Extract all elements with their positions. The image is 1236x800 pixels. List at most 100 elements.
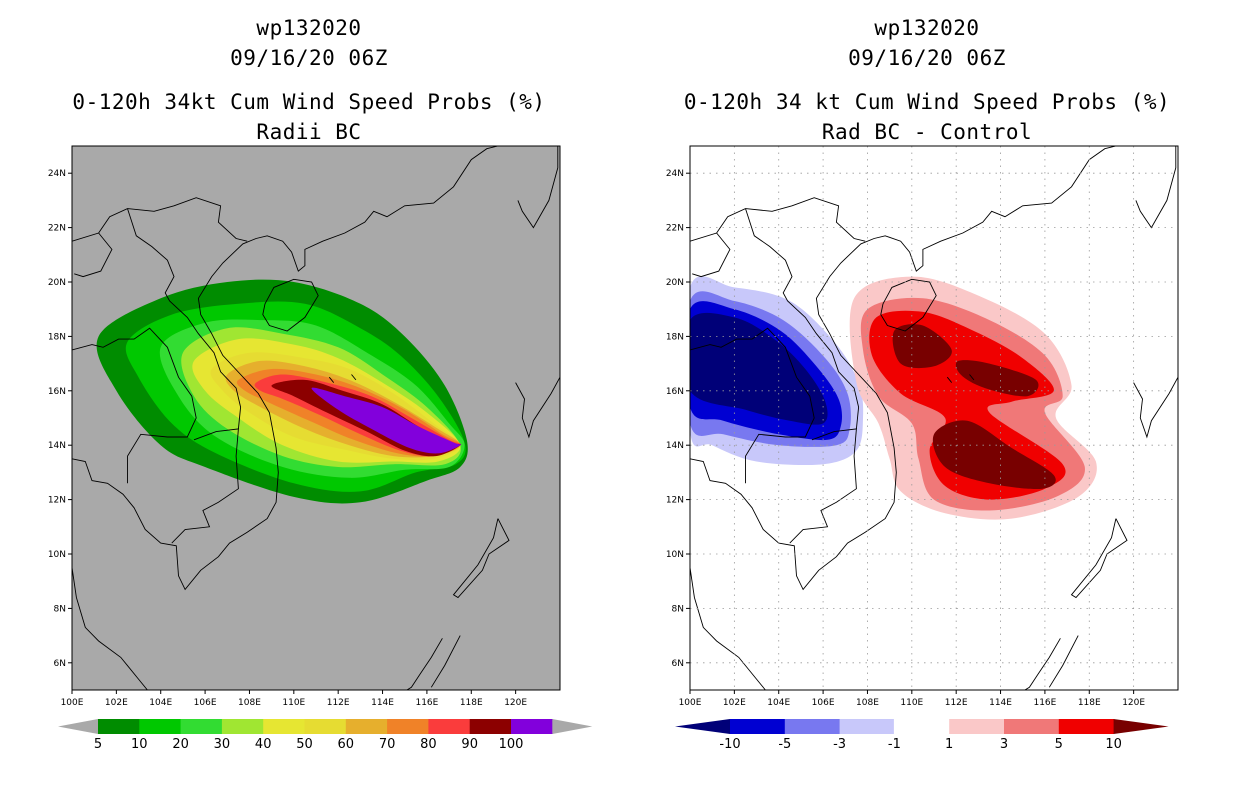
coastline-5 xyxy=(515,376,560,439)
colorbar-swatch xyxy=(263,719,305,734)
colorbar-swatch xyxy=(511,719,553,734)
left-panel: wp132020 09/16/20 06Z 0-120h 34kt Cum Wi… xyxy=(48,16,593,752)
lat-tick-label: 6N xyxy=(672,659,684,669)
colorbar-swatch xyxy=(730,719,786,734)
colorbar-swatch xyxy=(949,719,1005,734)
lat-tick-label: 12N xyxy=(48,496,66,506)
lon-tick-label: 104E xyxy=(767,698,790,708)
coastlines xyxy=(72,146,560,690)
lat-tick-label: 20N xyxy=(48,278,66,288)
lat-tick-label: 18N xyxy=(48,332,66,342)
storm-id: wp132020 xyxy=(256,16,362,40)
colorbar-swatch xyxy=(839,719,895,734)
coastline-4 xyxy=(452,518,510,599)
lon-tick-label: 116E xyxy=(415,698,438,708)
lon-tick-label: 114E xyxy=(989,698,1012,708)
colorbar-swatch xyxy=(139,719,182,734)
lat-tick-label: 10N xyxy=(666,550,684,560)
colorbar-label: 70 xyxy=(379,737,396,752)
lat-tick-label: 24N xyxy=(48,169,66,179)
lon-tick-label: 116E xyxy=(1033,698,1056,708)
colorbar-label: 80 xyxy=(420,737,437,752)
lon-tick-label: 104E xyxy=(149,698,172,708)
lat-tick-label: 8N xyxy=(672,604,684,614)
lon-tick-label: 102E xyxy=(723,698,746,708)
lon-tick-label: 108E xyxy=(238,698,261,708)
lon-tick-label: 118E xyxy=(460,698,483,708)
lat-tick-label: 20N xyxy=(666,278,684,288)
colorbar-label: -10 xyxy=(719,737,740,752)
colorbar-label: 40 xyxy=(255,737,272,752)
colorbar-label: 100 xyxy=(499,737,524,752)
diff-region-7 xyxy=(892,324,952,369)
colorbar-label: 60 xyxy=(338,737,355,752)
lon-tick-label: 100E xyxy=(679,698,702,708)
border-4 xyxy=(789,428,857,544)
coastline-1 xyxy=(690,146,1117,591)
colorbar: 5 10 20 30 40 50 60 70 80 90 100 xyxy=(58,719,593,752)
lat-tick-label: 22N xyxy=(48,224,66,234)
colorbar-over-arrow xyxy=(552,719,593,734)
storm-id: wp132020 xyxy=(874,16,980,40)
colorbar-label: -5 xyxy=(778,737,791,752)
datetime: 09/16/20 06Z xyxy=(848,46,1006,70)
map-frame xyxy=(689,145,1179,691)
chart-subtitle: Radii BC xyxy=(256,120,362,144)
colorbar-under-arrow xyxy=(58,719,98,734)
border-0 xyxy=(72,197,248,242)
colorbar-label: 5 xyxy=(1055,737,1063,752)
coastline-0 xyxy=(690,567,766,690)
lon-tick-label: 100E xyxy=(61,698,84,708)
coastline-6 xyxy=(406,638,443,690)
colorbar-label: 20 xyxy=(172,737,189,752)
colorbar-label: 30 xyxy=(214,737,231,752)
colorbar-label: 90 xyxy=(461,737,478,752)
border-5 xyxy=(1048,635,1079,688)
colorbar-swatch xyxy=(221,719,264,734)
border-1 xyxy=(74,232,113,278)
lon-tick-label: 112E xyxy=(945,698,968,708)
coastline-4 xyxy=(1070,518,1128,599)
lon-tick-label: 110E xyxy=(900,698,923,708)
colorbar-label: 1 xyxy=(945,737,953,752)
colorbar-swatch xyxy=(180,719,223,734)
lat-tick-label: 16N xyxy=(666,387,684,397)
lat-tick-label: 6N xyxy=(54,659,66,669)
border-3 xyxy=(690,327,815,484)
colorbar-swatch xyxy=(784,719,841,734)
colorbar: -10 -5 -3 -1 1 3 5 10 xyxy=(675,718,1169,752)
right-panel: wp132020 09/16/20 06Z 0-120h 34 kt Cum W… xyxy=(618,0,1236,800)
lon-tick-label: 112E xyxy=(327,698,350,708)
lat-tick-label: 10N xyxy=(48,550,66,560)
colorbar-swatch xyxy=(345,719,388,734)
lat-tick-label: 18N xyxy=(666,332,684,342)
difference-map: 100E 102E 104E 106E 108E 110E 112E 114E 116E 118E… xyxy=(666,145,1179,752)
diff-region-9 xyxy=(932,420,1056,490)
lon-tick-label: 108E xyxy=(856,698,879,708)
colorbar-swatch xyxy=(428,719,471,734)
coastline-7 xyxy=(969,374,975,381)
coastlines xyxy=(690,146,1178,690)
coastline-1 xyxy=(72,146,499,591)
border-5 xyxy=(430,635,461,688)
colorbar-swatch xyxy=(469,719,512,734)
chart-title: 0-120h 34 kt Cum Wind Speed Probs (%) xyxy=(683,90,1171,114)
colorbar-label: 10 xyxy=(131,737,148,752)
colorbar-under-arrow xyxy=(675,719,730,734)
border-3 xyxy=(72,327,197,484)
coastline-0 xyxy=(72,567,148,690)
coastline-6 xyxy=(1024,638,1061,690)
colorbar-swatch xyxy=(98,719,140,734)
colorbar-label: 50 xyxy=(296,737,313,752)
border-1 xyxy=(692,232,731,278)
coastline-2 xyxy=(262,278,319,332)
lat-tick-label: 12N xyxy=(666,496,684,506)
lon-tick-label: 120E xyxy=(504,698,527,708)
coastline-3 xyxy=(517,146,559,229)
lon-tick-label: 102E xyxy=(105,698,128,708)
diff-region-3 xyxy=(690,312,828,425)
lon-tick-label: 110E xyxy=(282,698,305,708)
colorbar-swatch xyxy=(304,719,347,734)
coastline-5 xyxy=(1133,376,1178,439)
colorbar-label: -1 xyxy=(888,737,901,752)
